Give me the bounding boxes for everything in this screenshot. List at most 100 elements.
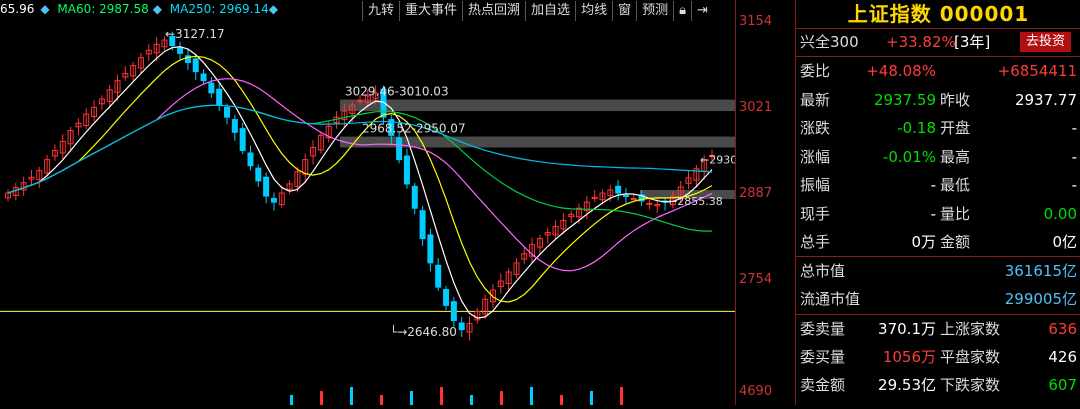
candle-body [137,57,144,69]
order-label: 委卖量 [800,320,846,338]
float-cap-value: 299005亿 [1004,290,1077,308]
candle-body [91,106,98,118]
volume-bar [440,387,443,405]
candle-body [98,98,105,105]
quote-row: 最新 2937.59 昨收 2937.77 [796,86,1080,114]
candle-body [278,192,285,206]
toolbar-ma-button[interactable]: 均线 [575,1,612,21]
quote-label: 涨幅 [800,147,831,166]
quote-row: 委比 +48.08% +6854411 [796,57,1080,85]
candle-body [505,271,512,285]
quote-panel: 上证指数 000001 兴全300 +33.82% [3年] 去投资 委比 +48… [795,0,1080,405]
candle-body [489,289,496,303]
volume-bar [590,391,593,405]
expand-right-icon[interactable]: ⇥ [691,1,713,21]
candle-body [529,244,536,257]
order-value: 1056万 [882,348,936,366]
ma-diamond: ◆ [40,2,50,16]
candle-body [145,49,152,55]
volume-bar [380,395,383,405]
volume-bar [620,387,623,405]
sector-row: 兴全300 +33.82% [3年] 去投资 [796,28,1080,56]
gap-band [340,136,735,148]
quote-value: 0.00 [1043,204,1077,223]
candle-body [435,264,442,288]
quote-value: - [1071,147,1077,166]
ma-diamond: ◆ [268,2,278,16]
price-axis: 3154 3021 2887 2754 4690 [735,0,796,405]
candle-body [5,192,11,199]
candle-body [630,198,637,200]
market-cap-value: 361615亿 [1004,262,1077,280]
candle-body [685,177,692,184]
candle-body [36,170,43,181]
quote-label: 金额 [940,233,971,251]
ma-legend: 65.96 ◆ MA60: 2987.58 ◆ MA250: 2969.14◆ [0,2,278,16]
toolbar-forecast-button[interactable]: 预测 [636,1,673,21]
candle-body [403,155,410,185]
candle-body [83,113,90,127]
candle-body [622,194,629,197]
candle-body [591,196,598,200]
kline-svg[interactable]: ←3127.17 3029.46-3010.03 2968.52-2950.07 └→… [0,0,737,405]
candle-body [544,232,551,236]
candle-body [466,323,473,333]
divider [796,56,1080,57]
ma-line [7,104,713,194]
divider [796,314,1080,315]
candle-body [294,171,301,187]
candle-body [497,280,504,288]
candle-body [638,194,645,202]
candle-body [263,176,270,197]
price-tick: 3154 [739,14,773,29]
candle-body [286,183,293,190]
candle-body [599,192,606,201]
market-cap-row: 总市值 361615亿 [796,257,1080,285]
chart-toolbar: 九转 重大事件 热点回溯 加自选 均线 窗 预测 🔒︎ ⇥ [362,1,713,21]
order-row: 委买量 1056万 平盘家数 426 [796,343,1080,371]
quote-label: 最新 [800,90,831,109]
quote-label: 现手 [800,204,831,223]
candle-body [419,210,426,240]
candle-body [560,219,567,230]
candle-body [200,73,207,82]
price-tick: 3021 [739,100,773,115]
candle-body [122,72,129,78]
candle-body [231,119,238,133]
candle-body [67,130,74,145]
candle-body [224,106,231,118]
ma-diamond: ◆ [152,2,162,16]
lock-icon[interactable]: 🔒︎ [673,1,691,21]
quote-row: 涨跌 -0.18 开盘 - [796,114,1080,142]
sector-change: +33.82% [886,33,956,51]
quote-row: 现手 - 量比 0.00 [796,200,1080,228]
candle-body [51,150,58,157]
candle-body [161,39,168,48]
gap-label: 2968.52-2950.07 [362,122,466,136]
divider [796,256,1080,257]
candle-body [310,147,317,157]
quote-label: 量比 [940,204,971,223]
toolbar-window-button[interactable]: 窗 [612,1,636,21]
gap-band [340,99,735,112]
toolbar-add-watchlist-button[interactable]: 加自选 [525,1,575,21]
ma-legend-item-0: 65.96 [0,2,35,16]
order-value: 370.1万 [878,320,936,338]
volume-bar [530,387,533,405]
quote-value: 2937.77 [1014,90,1077,109]
toolbar-hot-review-button[interactable]: 热点回溯 [462,1,525,21]
quote-value: - [930,204,936,223]
panel-title: 上证指数 000001 [847,2,1030,26]
order-label: 委买量 [800,348,846,366]
invest-button[interactable]: 去投资 [1020,32,1072,52]
candle-body [607,189,614,196]
order-row: 委卖量 370.1万 上涨家数 636 [796,315,1080,343]
candle-body [341,110,348,121]
toolbar-jiuzhuan-button[interactable]: 九转 [362,1,399,21]
candle-body [349,104,356,114]
kline-chart[interactable]: ←3127.17 3029.46-3010.03 2968.52-2950.07 └→… [0,0,737,405]
toolbar-major-events-button[interactable]: 重大事件 [399,1,462,21]
candle-body [130,65,137,77]
candle-body [364,95,371,104]
float-cap-label: 流通市值 [800,290,861,308]
